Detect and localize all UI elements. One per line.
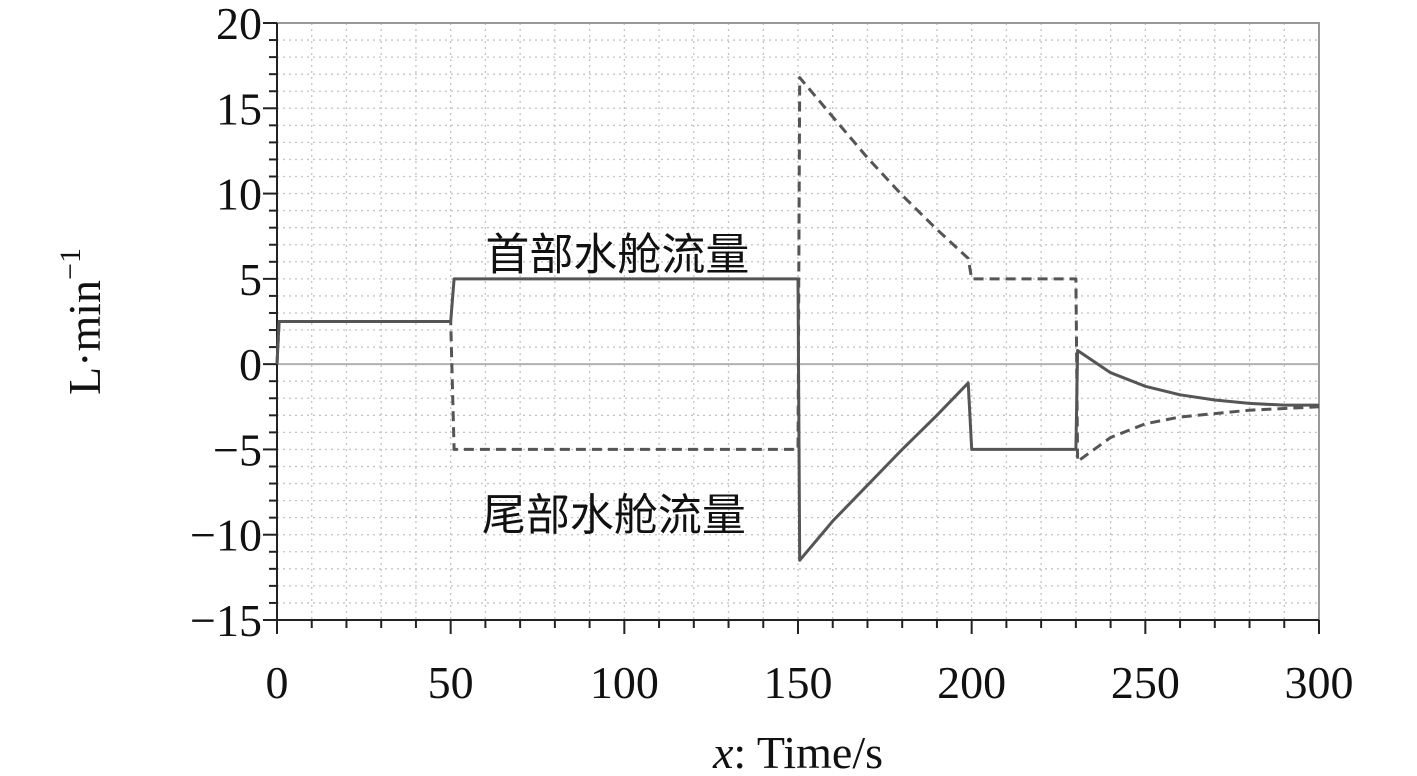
y-axis-title-exponent: −1 <box>54 248 87 280</box>
y-tick-label: 10 <box>216 169 262 220</box>
y-tick-label: 5 <box>239 254 262 305</box>
x-tick-label: 100 <box>590 657 659 708</box>
x-axis-title: x: Time/s <box>712 727 883 776</box>
x-tick-label: 150 <box>764 657 833 708</box>
x-tick-labels: 0 50 100 150 200 250 300 <box>266 657 1354 708</box>
series-line-2 <box>275 76 1320 463</box>
y-tick-label: −5 <box>213 424 262 475</box>
x-tick-label: 300 <box>1285 657 1354 708</box>
series-layer <box>275 76 1320 562</box>
x-axis-title-rest: : Time/s <box>733 727 883 776</box>
x-tick-label: 50 <box>428 657 474 708</box>
x-tick-label: 200 <box>937 657 1006 708</box>
y-axis-title-base: L·min <box>59 280 110 395</box>
y-tick-label: 15 <box>216 83 262 134</box>
series-annotation: 尾部水舱流量 <box>482 490 746 541</box>
series-line-1 <box>275 277 1319 562</box>
axis-ticks <box>263 22 1320 634</box>
x-axis-title-var: x <box>712 727 734 776</box>
x-tick-label: 250 <box>1111 657 1180 708</box>
y-tick-label: −15 <box>190 595 262 646</box>
y-axis-title: L·min−1 <box>54 248 110 395</box>
x-tick-label: 0 <box>266 657 289 708</box>
y-tick-labels: 20 15 10 5 0 −5 −10 −15 <box>190 0 262 646</box>
y-tick-label: 20 <box>216 0 262 49</box>
y-tick-label: 0 <box>239 339 262 390</box>
y-tick-label: −10 <box>190 510 262 561</box>
series-annotation: 首部水舱流量 <box>485 229 749 280</box>
